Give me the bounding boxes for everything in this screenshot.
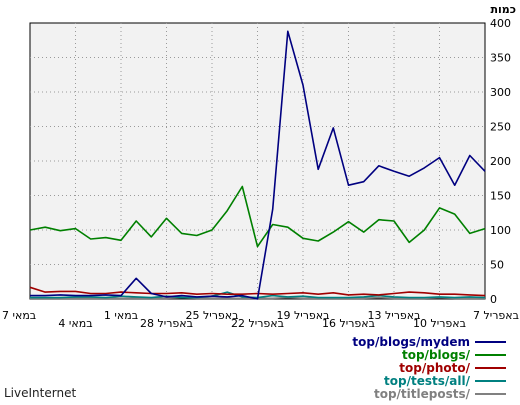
x-tick-label: 25 באפריל [185,309,238,322]
y-tick-label: 250 [490,121,511,134]
legend: top/blogs/mydemtop/blogs/top/photo/top/t… [352,335,506,401]
x-tick-label: 1 במאי [104,309,138,322]
y-axis-ticks: 0 50 100 150 200 250 300 350 400 [490,17,511,306]
legend-label: top/photo/ [399,361,470,375]
x-tick-label: 16 באפריל [322,317,375,330]
y-tick-label: 400 [490,17,511,30]
y-tick-label: 50 [490,259,504,272]
series-line-top-photo [29,286,486,297]
y-tick-label: 150 [490,190,511,203]
x-tick-label: 7 במאי [2,309,36,322]
x-tick-label: 22 באפריל [231,317,284,330]
y-tick-label: 200 [490,155,511,168]
y-tick-label: 0 [490,293,497,306]
series-lines [29,30,486,300]
y-tick-label: 100 [490,224,511,237]
x-tick-label: 10 באפריל [413,317,466,330]
x-tick-label: 7 באפריל [473,309,519,322]
x-tick-label: 4 במאי [58,317,92,330]
plot-area [29,22,486,300]
legend-label: top/tests/all/ [384,374,471,388]
brand-label: LiveInternet [4,386,77,400]
series-line-top-blogs [29,185,486,248]
legend-label: top/blogs/ [402,348,471,362]
legend-label: top/blogs/mydem [352,335,470,349]
x-tick-label: 28 באפריל [140,317,193,330]
y-axis-label: כמות [491,3,516,16]
x-tick-label: 19 באפריל [276,309,329,322]
y-tick-label: 350 [490,52,511,65]
legend-label: top/titleposts/ [374,387,471,401]
series-line-top-blogs-mydem [30,30,486,300]
y-tick-label: 300 [490,86,511,99]
x-tick-label: 13 באפריל [367,309,420,322]
